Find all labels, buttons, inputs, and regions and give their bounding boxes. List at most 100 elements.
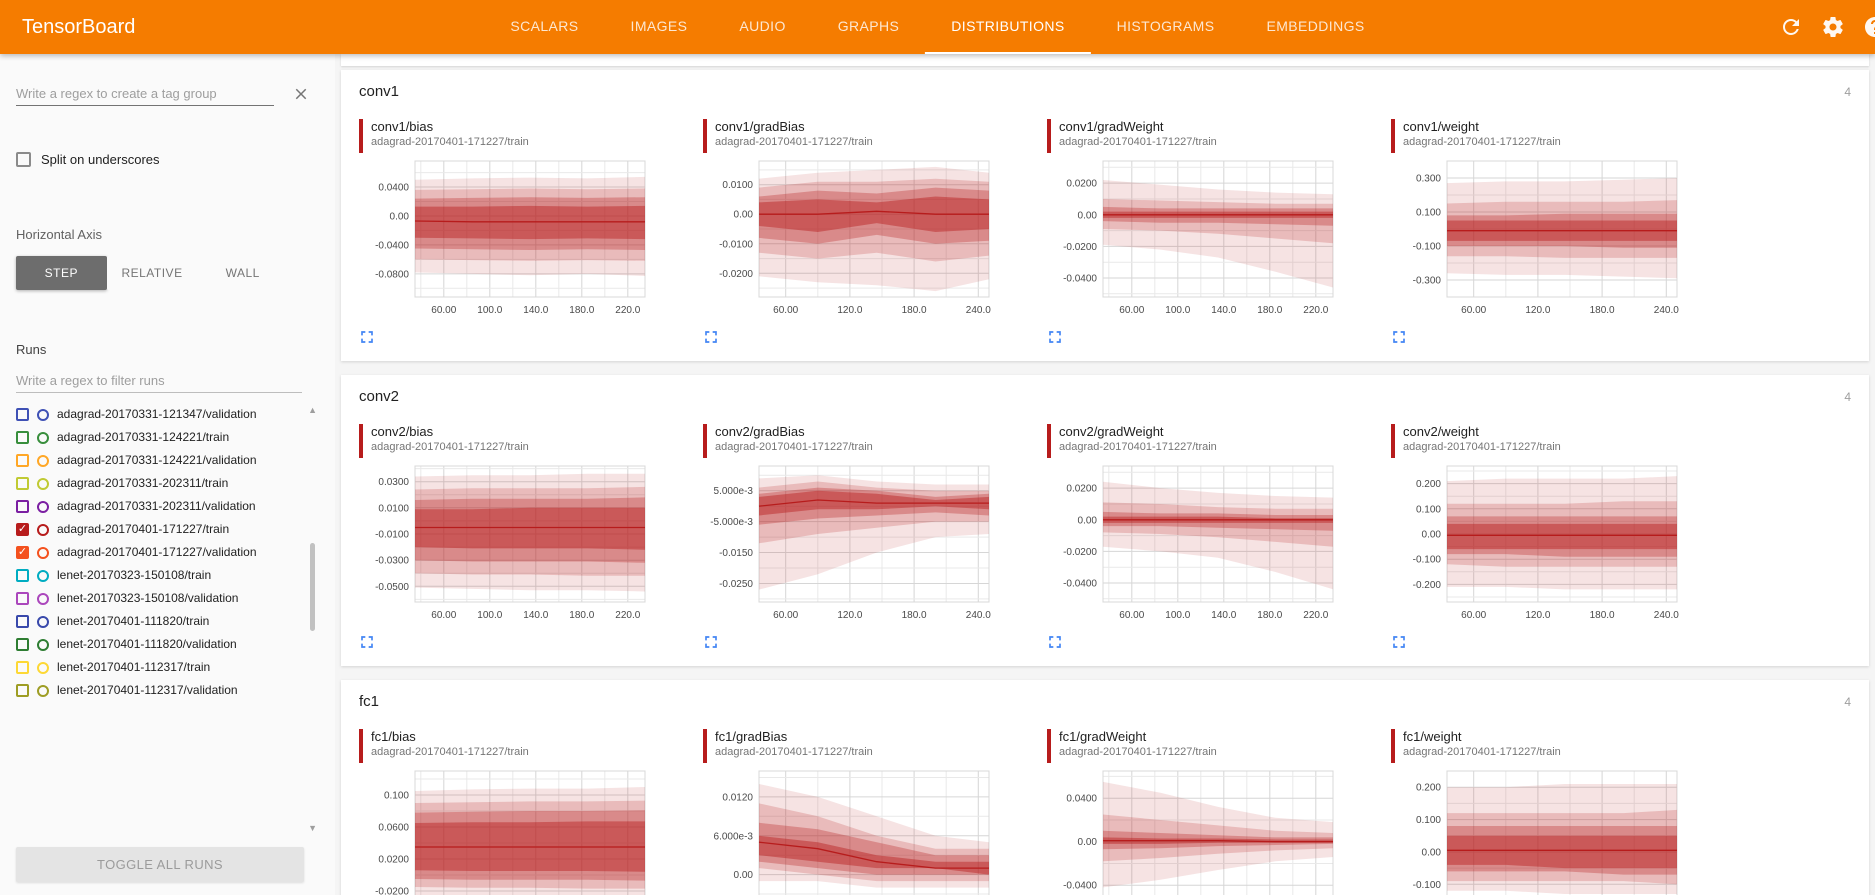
tab-histograms[interactable]: HISTOGRAMS [1116,18,1215,34]
run-color-circle[interactable] [37,431,49,444]
expand-chart-icon[interactable] [1389,632,1409,652]
tab-scalars[interactable]: SCALARS [510,18,579,34]
run-label: adagrad-20170331-202311/validation [57,499,256,513]
tab-audio[interactable]: AUDIO [739,18,786,34]
run-label: adagrad-20170331-124221/train [57,430,230,444]
axis-mode-step-button[interactable]: STEP [16,256,107,290]
run-row: adagrad-20170331-124221/train [16,426,297,449]
tab-graphs[interactable]: GRAPHS [837,18,900,34]
run-color-circle[interactable] [37,477,49,490]
distribution-plot[interactable]: 60.00 120.0 180.0 240.0 0.0100 0.00 -0.0100 -0.… [693,155,1027,325]
svg-text:-0.0400: -0.0400 [1063,274,1097,285]
run-checkbox[interactable] [16,454,29,467]
run-color-circle[interactable] [37,523,49,536]
run-label: adagrad-20170401-171227/train [57,522,230,536]
run-row: ✓ adagrad-20170401-171227/train [16,518,297,541]
expand-chart-icon[interactable] [701,327,721,347]
runs-filter-input[interactable] [16,369,302,393]
expand-chart-icon[interactable] [1389,327,1409,347]
section-header[interactable]: conv1 4 [341,70,1869,113]
run-color-circle[interactable] [37,661,49,674]
scroll-up-icon[interactable]: ▲ [308,405,317,415]
run-color-circle[interactable] [37,684,49,697]
run-color-circle[interactable] [37,500,49,513]
tag-section-conv1: conv1 4 conv1/bias adagrad-20170401-171227/… [341,70,1869,361]
run-checkbox[interactable] [16,477,29,490]
distribution-plot[interactable]: 60.00 120.0 180.0 240.0 5.000e-3 -5.000e-3 -0.… [693,460,1027,630]
expand-chart-icon[interactable] [357,327,377,347]
refresh-icon[interactable] [1779,15,1803,39]
svg-text:-0.0300: -0.0300 [375,556,409,567]
run-color-circle[interactable] [37,638,49,651]
distribution-plot[interactable]: 60.00 120.0 180.0 240.0 0.200 0.100 0.00 -0.100… [1381,460,1715,630]
run-color-circle[interactable] [37,546,49,559]
chart-tag-name: conv2/bias [371,424,434,439]
distribution-plot[interactable]: 60.00 100.0 140.0 180.0 220.0 0.0300 0.0100 -0.… [349,460,683,630]
run-checkbox[interactable]: ✓ [16,546,29,559]
svg-text:180.0: 180.0 [569,305,594,316]
run-color-circle[interactable] [37,454,49,467]
help-icon[interactable] [1863,15,1875,39]
tag-sections: conv1 4 conv1/bias adagrad-20170401-171227/… [341,70,1869,895]
svg-text:0.0100: 0.0100 [722,180,753,191]
distribution-plot[interactable]: 60.00100.0140.0180.0220.00.04000.00-0.04… [1037,765,1371,895]
tag-group-regex-input[interactable] [16,82,274,106]
run-checkbox[interactable] [16,661,29,674]
distribution-chart-card: conv1/bias adagrad-20170401-171227/train 6… [349,119,691,347]
svg-text:-5.000e-3: -5.000e-3 [710,517,753,528]
run-checkbox[interactable] [16,431,29,444]
svg-text:180.0: 180.0 [569,610,594,621]
split-underscores-checkbox[interactable] [16,152,31,167]
run-label: adagrad-20170331-124221/validation [57,453,257,467]
axis-mode-relative-button[interactable]: RELATIVE [106,256,198,290]
distribution-plot[interactable]: 60.00 100.0 140.0 180.0 220.0 0.0200 0.00 -0.02… [1037,460,1371,630]
run-checkbox[interactable]: ✓ [16,523,29,536]
run-color-circle[interactable] [37,569,49,582]
split-on-underscores-row[interactable]: Split on underscores [16,152,319,167]
section-header[interactable]: fc1 4 [341,680,1869,723]
distribution-plot[interactable]: 60.00 100.0 140.0 180.0 220.0 0.0200 0.00 -0.02… [1037,155,1371,325]
tab-images[interactable]: IMAGES [630,18,688,34]
run-checkbox[interactable] [16,569,29,582]
svg-text:0.0600: 0.0600 [378,823,409,834]
axis-mode-wall-button[interactable]: WALL [197,256,289,290]
chart-run-name: adagrad-20170401-171227/train [1059,136,1217,148]
tab-embeddings[interactable]: EMBEDDINGS [1266,18,1365,34]
section-header[interactable]: conv2 4 [341,375,1869,418]
run-checkbox[interactable] [16,684,29,697]
run-color-circle[interactable] [37,408,49,421]
run-color-circle[interactable] [37,592,49,605]
expand-chart-icon[interactable] [357,632,377,652]
runs-rows: adagrad-20170331-121347/validation adagra… [16,403,297,702]
settings-icon[interactable] [1821,15,1845,39]
scrolled-card-edge [341,54,1869,66]
run-checkbox[interactable] [16,592,29,605]
distribution-plot[interactable]: 60.00100.0140.0180.0220.00.1000.06000.02… [349,765,683,895]
runs-scrollbar-thumb[interactable] [310,543,315,631]
svg-text:60.00: 60.00 [1119,305,1144,316]
tag-section-conv2: conv2 4 conv2/bias adagrad-20170401-171227/… [341,375,1869,666]
svg-text:-0.0200: -0.0200 [1063,242,1097,253]
tab-distributions[interactable]: DISTRIBUTIONS [925,0,1091,54]
run-color-circle[interactable] [37,615,49,628]
distribution-plot[interactable]: 60.00 120.0 180.0 240.0 0.300 0.100 -0.100 -0.3… [1381,155,1715,325]
svg-text:120.0: 120.0 [1525,610,1550,621]
svg-text:220.0: 220.0 [615,610,640,621]
toggle-all-runs-button[interactable]: TOGGLE ALL RUNS [16,847,304,882]
expand-chart-icon[interactable] [701,632,721,652]
expand-chart-icon[interactable] [1045,327,1065,347]
close-icon[interactable] [292,85,310,103]
run-checkbox[interactable] [16,500,29,513]
expand-chart-icon[interactable] [1045,632,1065,652]
chart-tag-name: conv1/bias [371,119,434,134]
run-row: lenet-20170401-111820/validation [16,633,297,656]
scroll-down-icon[interactable]: ▼ [308,823,317,833]
svg-text:0.00: 0.00 [1078,210,1098,221]
run-checkbox[interactable] [16,638,29,651]
run-checkbox[interactable] [16,408,29,421]
chart-run-name: adagrad-20170401-171227/train [1403,441,1561,453]
run-checkbox[interactable] [16,615,29,628]
